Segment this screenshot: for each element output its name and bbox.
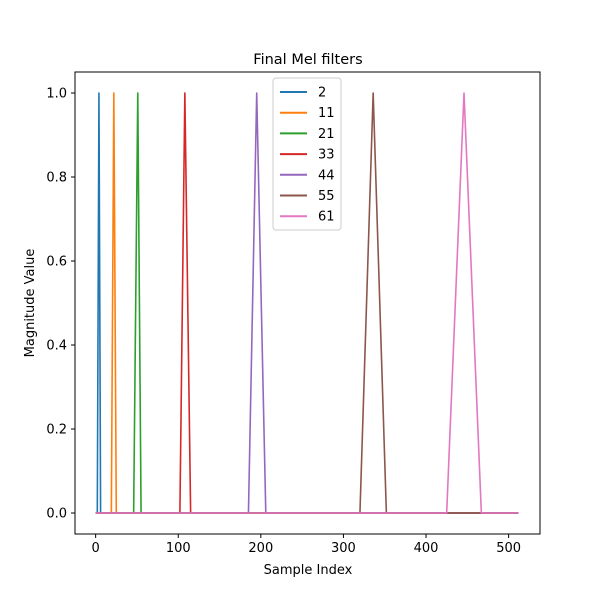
plot-frame	[74, 71, 541, 535]
x-axis-label: Sample Index	[264, 563, 353, 578]
legend-label-61: 61	[318, 210, 335, 225]
legend-label-11: 11	[318, 106, 335, 121]
x-tick-label: 100	[166, 541, 191, 556]
y-tick-label: 1.0	[46, 87, 67, 102]
x-tick-label: 200	[248, 541, 273, 556]
legend-label-44: 44	[318, 168, 335, 183]
y-tick-label: 0.2	[46, 423, 67, 438]
x-ticks: 0 100 200 300 400 500	[92, 534, 521, 556]
y-tick-label: 0.6	[46, 255, 67, 270]
y-ticks: 0.0 0.2 0.4 0.6 0.8 1.0	[46, 87, 75, 522]
x-tick-label: 500	[496, 541, 521, 556]
x-tick-label: 400	[414, 541, 439, 556]
series-group	[95, 92, 519, 514]
legend-label-55: 55	[318, 189, 335, 204]
legend-entries: 2 11 21 33 44 55 61	[280, 86, 335, 225]
x-tick-label: 0	[92, 541, 100, 556]
y-tick-label: 0.8	[46, 171, 67, 186]
legend: 2 11 21 33 44 55 61	[272, 77, 342, 231]
y-tick-label: 0.0	[46, 507, 67, 522]
legend-label-33: 33	[318, 148, 335, 163]
legend-label-2: 2	[318, 86, 326, 101]
y-axis-label: Magnitude Value	[23, 249, 38, 358]
y-tick-label: 0.4	[46, 339, 67, 354]
legend-label-21: 21	[318, 127, 335, 142]
chart-title: Final Mel filters	[253, 52, 362, 68]
series-line-61	[95, 92, 519, 514]
x-tick-label: 300	[331, 541, 356, 556]
